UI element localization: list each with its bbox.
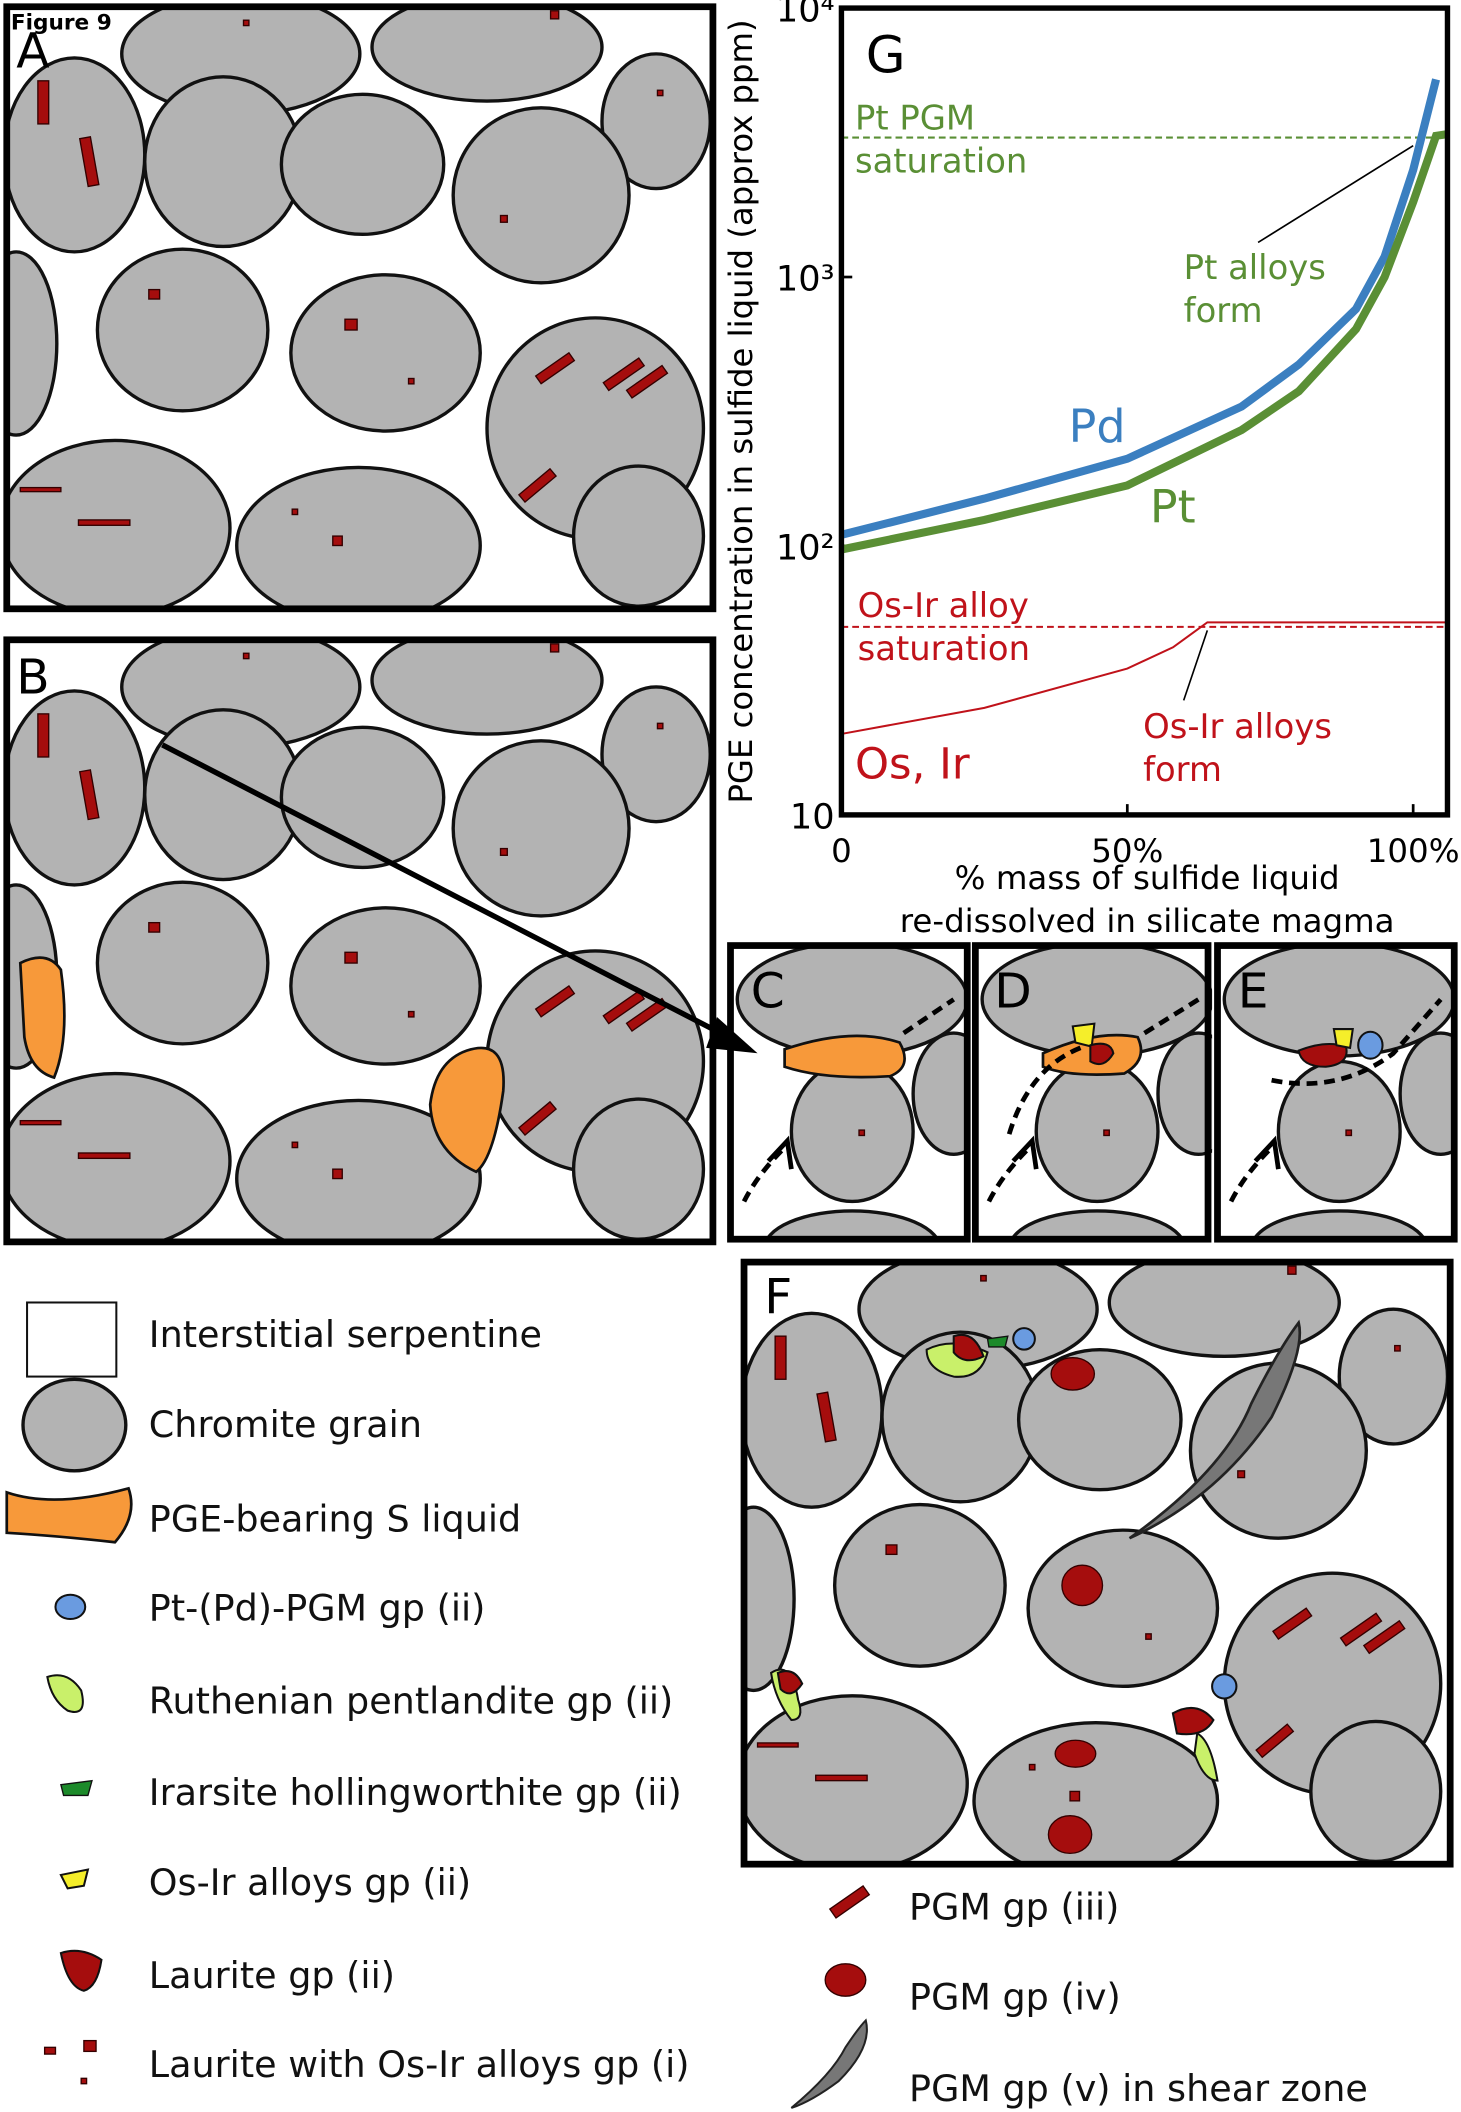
series-label: Os, Ir: [855, 740, 970, 790]
panel-a: [0, 0, 710, 624]
panel-label: D: [994, 964, 1031, 1020]
x-axis-label: % mass of sulfide liquid re-dissolved in …: [900, 859, 1395, 940]
legend-label: PGE-bearing S liquid: [149, 1498, 521, 1541]
x-axis-label-line: re-dissolved in silicate magma: [900, 902, 1395, 940]
annotation-line: Os-Ir alloys: [1143, 707, 1332, 746]
y-axis-label: PGE concentration in sulfide liquid (app…: [722, 19, 760, 803]
reference-label-line: Pt PGM: [855, 98, 975, 137]
reference-label-line: saturation: [855, 141, 1027, 180]
annotation-line: form: [1184, 291, 1263, 330]
y-tick-label: 10⁴: [776, 0, 835, 31]
panel-f: [713, 1249, 1450, 1879]
legend-label: PGM gp (iv): [909, 1976, 1121, 2019]
legend-label: PGM gp (iii): [909, 1885, 1119, 1928]
chart-title: G: [866, 26, 906, 86]
series-label: Pt: [1150, 480, 1196, 534]
legend-label: Ruthenian pentlandite gp (ii): [149, 1679, 673, 1722]
panel-label: C: [751, 964, 785, 1020]
legend-label: Chromite grain: [149, 1403, 422, 1446]
reference-label-line: saturation: [858, 629, 1030, 668]
legend-label: Laurite with Os-Ir alloys gp (i): [149, 2043, 690, 2086]
panel-b: [0, 626, 713, 1407]
x-tick-label: 100%: [1367, 832, 1460, 870]
legend-label: Laurite gp (ii): [149, 1954, 395, 1997]
legend-label: Pt-(Pd)-PGM gp (ii): [149, 1586, 486, 1629]
y-tick-label: 10³: [776, 259, 835, 300]
reference-label-line: Os-Ir alloy: [858, 586, 1029, 625]
figure: Figure 9 A B C D E F Interstitial serpe: [0, 0, 1461, 2112]
panel-label: E: [1238, 964, 1269, 1020]
panel-label: A: [16, 23, 49, 79]
series-label: Pd: [1069, 399, 1126, 453]
x-tick-label: 0: [831, 832, 852, 870]
annotation-line: Pt alloys: [1184, 248, 1326, 287]
panel-label: B: [16, 650, 49, 706]
legend-label: Irarsite hollingworthite gp (ii): [149, 1771, 682, 1814]
panel-label: F: [764, 1269, 792, 1325]
legend-label: PGM gp (v) in shear zone: [909, 2067, 1368, 2110]
annotation-line: form: [1143, 750, 1222, 789]
x-axis-label-line: % mass of sulfide liquid: [955, 859, 1340, 897]
y-tick-label: 10: [790, 796, 835, 837]
y-tick-label: 10²: [776, 527, 835, 568]
legend-label: Interstitial serpentine: [149, 1313, 542, 1356]
legend-label: Os-Ir alloys gp (ii): [149, 1861, 471, 1904]
